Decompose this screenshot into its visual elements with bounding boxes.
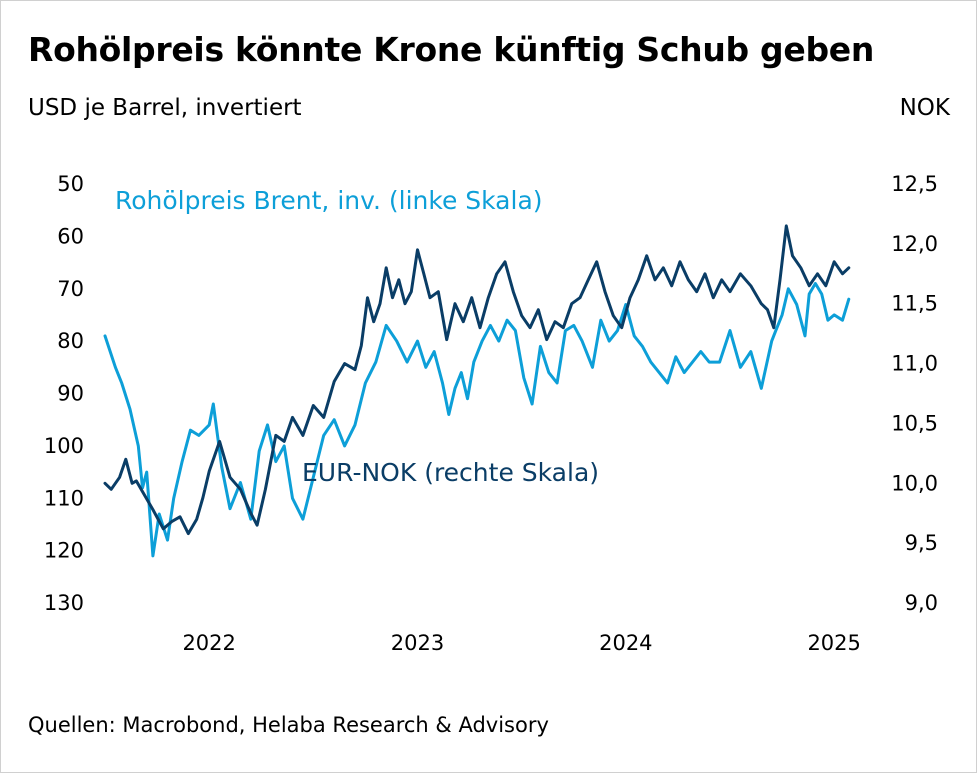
left-tick-label: 70 — [57, 277, 84, 301]
x-axis-ticks: 2022 2023 2024 2025 — [182, 631, 860, 655]
left-tick-label: 90 — [57, 382, 84, 406]
right-tick-label: 9,0 — [905, 591, 938, 615]
right-tick-label: 10,5 — [891, 411, 938, 435]
right-tick-label: 9,5 — [905, 531, 938, 555]
left-tick-label: 60 — [57, 224, 84, 248]
right-tick-label: 10,0 — [891, 471, 938, 495]
x-tick-label: 2024 — [599, 631, 652, 655]
brent-series-label: Rohölpreis Brent, inv. (linke Skala) — [115, 186, 543, 215]
left-tick-label: 50 — [57, 172, 84, 196]
x-tick-label: 2023 — [391, 631, 444, 655]
left-tick-label: 120 — [44, 539, 84, 563]
x-tick-label: 2025 — [807, 631, 860, 655]
source-note: Quellen: Macrobond, Helaba Research & Ad… — [28, 713, 549, 737]
series-lines — [103, 224, 851, 558]
brent-line — [103, 282, 851, 558]
eurnok-line — [103, 224, 851, 536]
right-axis-ticks: 12,5 12,0 11,5 11,0 10,5 10,0 9,5 9,0 — [891, 172, 938, 615]
left-tick-label: 110 — [44, 486, 84, 510]
right-tick-label: 12,0 — [891, 232, 938, 256]
right-axis-unit: NOK — [899, 95, 950, 121]
left-tick-label: 100 — [44, 434, 84, 458]
eurnok-series-label: EUR-NOK (rechte Skala) — [302, 458, 599, 487]
left-tick-label: 130 — [44, 591, 84, 615]
left-tick-label: 80 — [57, 329, 84, 353]
left-axis-ticks: 50 60 70 80 90 100 110 120 130 — [44, 172, 84, 615]
right-tick-label: 11,0 — [891, 352, 938, 376]
series-labels: Rohölpreis Brent, inv. (linke Skala) EUR-… — [115, 186, 599, 487]
right-tick-label: 12,5 — [891, 172, 938, 196]
right-tick-label: 11,5 — [891, 292, 938, 316]
x-tick-label: 2022 — [182, 631, 235, 655]
left-axis-unit: USD je Barrel, invertiert — [28, 95, 302, 121]
chart-title: Rohölpreis könnte Krone künftig Schub ge… — [28, 30, 875, 69]
